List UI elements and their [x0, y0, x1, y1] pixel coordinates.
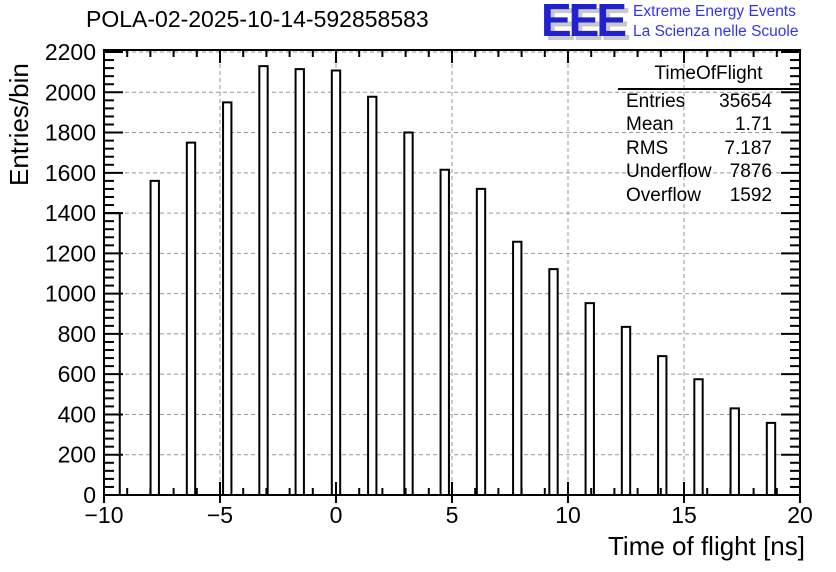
histogram-bar: [729, 407, 740, 495]
x-tick-label: 10: [555, 502, 581, 528]
histogram-bar: [475, 187, 487, 495]
stats-row-value: 7.187: [724, 137, 772, 159]
histogram-bar: [439, 168, 450, 495]
histogram-bar: [512, 240, 523, 495]
y-tick-label: 2200: [45, 39, 96, 65]
eee-logo-subtitle: Extreme Energy Events La Scienza nelle S…: [633, 0, 798, 42]
y-tick-label: 1400: [45, 200, 96, 226]
eee-logo: EEE Extreme Energy Events La Scienza nel…: [541, 0, 799, 46]
y-tick-label: 1200: [45, 240, 96, 266]
histogram-bar: [765, 421, 777, 495]
plot-title: POLA-02-2025-10-14-592858583: [86, 6, 429, 32]
y-tick-label: 0: [83, 482, 96, 508]
y-tick-label: 1600: [45, 160, 96, 186]
stats-row-value: 35654: [719, 91, 772, 112]
x-tick-label: 5: [446, 502, 459, 528]
histogram-bar: [403, 131, 414, 495]
stats-row-value: 7876: [729, 161, 772, 183]
stats-row: Mean 1.71: [618, 113, 799, 136]
y-tick-label: 600: [58, 361, 96, 387]
histogram-bar: [548, 268, 559, 495]
logo-subtitle-line2: La Scienza nelle Scuole: [633, 23, 799, 40]
histogram-bar: [258, 65, 269, 495]
stats-box: TimeOfFlight Entries 35654 Mean 1.71 RMS 7.18…: [618, 61, 799, 207]
y-axis-title: Entries/bin: [4, 63, 34, 186]
x-tick-label: 15: [671, 502, 697, 528]
stats-row-value: 1.71: [735, 114, 772, 136]
stats-row-label: Entries: [626, 91, 686, 112]
stats-row: Entries 35654: [618, 90, 799, 113]
stats-row-label: Mean: [626, 114, 674, 136]
histogram-bar: [103, 212, 121, 495]
x-tick-label: −5: [207, 502, 233, 528]
histogram-bar: [657, 355, 668, 495]
y-tick-label: 1800: [45, 120, 96, 146]
histogram-bar: [330, 69, 342, 495]
histogram-bar: [620, 325, 632, 495]
stats-row-label: Underflow: [626, 161, 712, 183]
y-tick-label: 200: [58, 442, 96, 468]
y-tick-label: 2000: [45, 79, 96, 105]
histogram-bar: [294, 68, 305, 495]
histogram-bar: [367, 95, 378, 495]
stats-row-value: 1592: [729, 184, 772, 206]
stats-rows: Entries 35654 Mean 1.71 RMS 7.187 Underflow 787…: [618, 90, 799, 207]
histogram-bar: [222, 101, 233, 495]
x-tick-label: 20: [787, 502, 813, 528]
y-tick-label: 400: [58, 401, 96, 427]
stats-row: Underflow 7876: [618, 160, 799, 183]
histogram-bar: [693, 378, 704, 495]
logo-subtitle-line1: Extreme Energy Events: [633, 3, 796, 20]
eee-logo-text: EEE: [541, 0, 627, 46]
stats-title: TimeOfFlight: [618, 61, 799, 90]
stats-row: RMS 7.187: [618, 137, 799, 160]
stats-row: Overflow 1592: [618, 184, 799, 207]
y-tick-label: 1000: [45, 281, 96, 307]
x-tick-label: 0: [330, 502, 343, 528]
y-tick-label: 800: [58, 321, 96, 347]
x-tick-label: −10: [84, 502, 123, 528]
stats-row-label: RMS: [626, 137, 669, 159]
stats-row-label: Overflow: [626, 184, 701, 206]
histogram-bar: [149, 179, 160, 495]
x-axis-title: Time of flight [ns]: [608, 531, 805, 561]
histogram-bar: [185, 141, 197, 495]
histogram-bar: [584, 302, 595, 495]
